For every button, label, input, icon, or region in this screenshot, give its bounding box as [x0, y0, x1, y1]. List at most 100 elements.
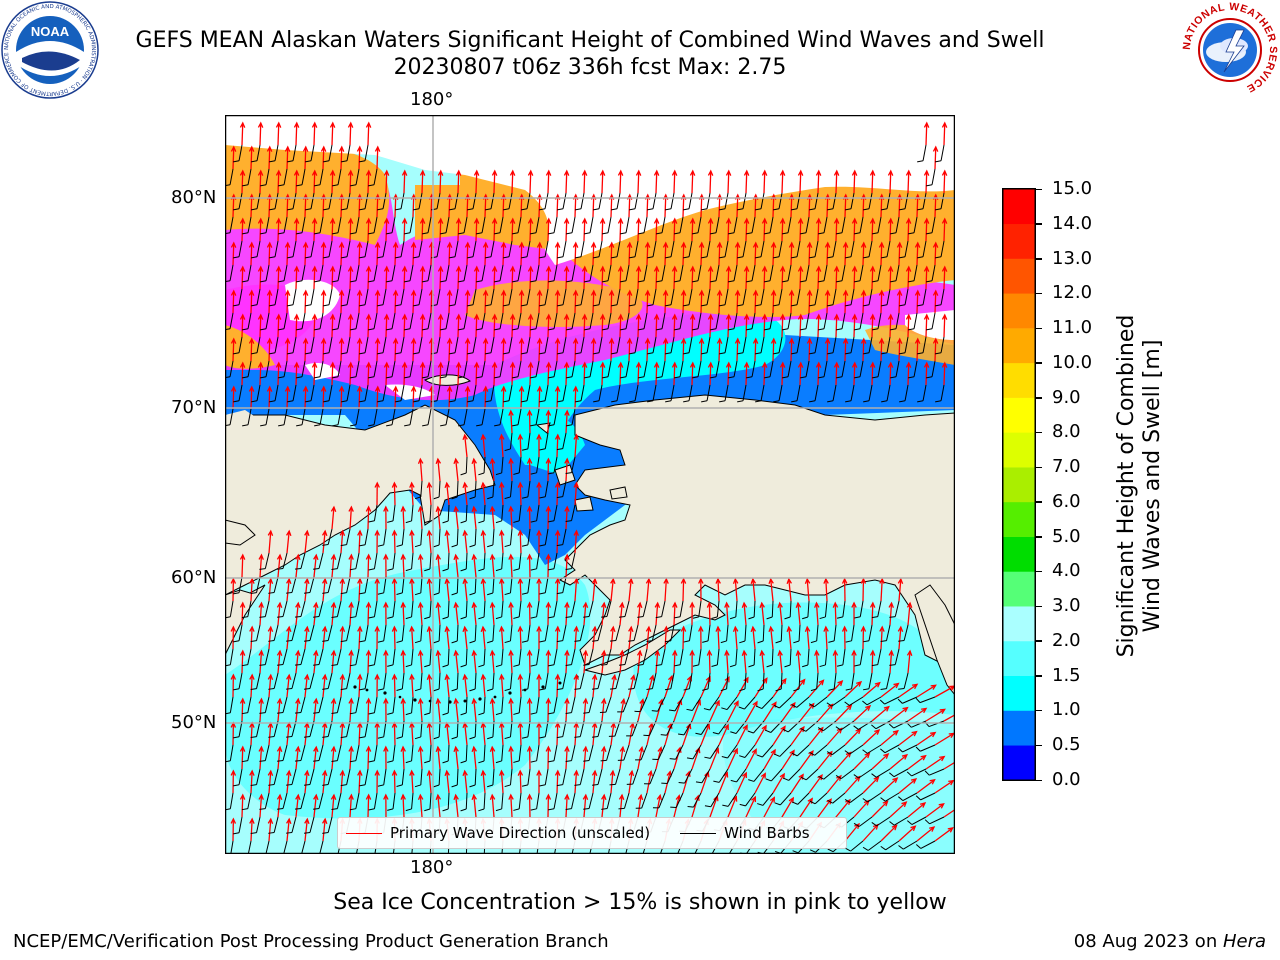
wave-arrow	[599, 313, 606, 338]
wind-barb	[738, 696, 756, 710]
wave-arrow	[727, 700, 739, 722]
wind-barb	[530, 696, 540, 715]
wave-arrow	[752, 289, 759, 314]
wind-barb	[387, 600, 396, 619]
wave-arrow	[916, 778, 936, 794]
wave-arrow	[509, 265, 516, 290]
wind-barb	[719, 336, 729, 355]
wind-barb	[233, 672, 243, 691]
wave-arrow	[455, 217, 462, 242]
wave-arrow	[257, 217, 264, 242]
wave-arrow	[276, 553, 283, 578]
wind-barb	[880, 672, 891, 691]
wind-barb	[494, 312, 504, 331]
wave-arrow	[815, 361, 822, 386]
wave-arrow	[499, 481, 505, 506]
wave-arrow	[619, 601, 625, 626]
wave-arrow	[409, 625, 415, 650]
wind-barb	[737, 336, 747, 355]
wave-arrow	[383, 265, 390, 290]
wind-barb	[935, 336, 945, 355]
wind-barb	[259, 648, 270, 666]
wind-barb	[341, 192, 351, 211]
wind-barb	[565, 744, 576, 763]
wave-arrow	[293, 313, 300, 338]
wind-barb	[323, 192, 333, 211]
wave-arrow	[275, 217, 282, 242]
wind-barb	[863, 240, 873, 259]
wave-arrow	[400, 553, 406, 578]
wave-arrow	[618, 793, 625, 818]
wave-arrow	[473, 169, 480, 194]
wave-arrow	[581, 361, 588, 386]
wave-arrow	[480, 769, 487, 794]
colorbar-segment	[1003, 467, 1035, 503]
wave-arrow	[419, 169, 426, 194]
wind-barb	[405, 600, 414, 620]
wind-barb	[548, 408, 558, 427]
wind-barb	[890, 264, 900, 283]
wave-arrow	[734, 289, 741, 314]
wave-arrow	[509, 313, 516, 338]
wave-arrow	[239, 745, 246, 770]
wave-arrow	[499, 625, 505, 650]
wind-barb	[862, 696, 882, 706]
wind-barb	[386, 216, 396, 235]
wave-arrow	[383, 697, 389, 722]
wave-arrow	[573, 529, 579, 554]
wind-barb	[322, 672, 333, 690]
wave-arrow	[835, 798, 851, 818]
wind-barb	[368, 744, 378, 763]
wind-barb	[331, 696, 342, 714]
wind-barb	[331, 600, 342, 618]
wind-barb	[277, 744, 288, 762]
wind-barb	[539, 240, 549, 259]
wind-barb	[836, 312, 846, 331]
wind-barb	[359, 192, 369, 211]
wave-arrow	[338, 241, 345, 266]
wave-arrow	[230, 769, 237, 794]
wind-barb	[467, 240, 477, 259]
wind-barb	[574, 624, 585, 642]
wave-arrow	[248, 289, 255, 314]
wave-arrow	[437, 265, 444, 290]
wave-arrow	[276, 601, 283, 626]
wind-barb	[242, 360, 252, 379]
wind-barb	[917, 288, 927, 307]
wave-arrow	[526, 793, 533, 818]
wave-arrow	[851, 313, 858, 338]
wind-barb	[404, 216, 414, 235]
wind-barb	[449, 192, 459, 211]
wind-barb	[287, 288, 297, 307]
wave-arrow	[383, 553, 389, 578]
wind-barb	[251, 192, 261, 211]
wave-arrow	[527, 217, 534, 242]
wave-arrow	[718, 723, 729, 746]
wave-arrow	[635, 169, 642, 194]
wave-arrow	[230, 385, 237, 410]
wave-arrow	[750, 577, 757, 602]
colorbar-tick-mark	[1036, 223, 1042, 225]
wind-barb	[387, 504, 396, 523]
wind-barb	[451, 672, 459, 692]
wave-arrow	[725, 169, 732, 194]
wind-barb	[359, 288, 369, 307]
wave-arrow	[745, 795, 757, 818]
wave-arrow	[637, 745, 644, 770]
wind-barb	[692, 648, 702, 667]
wind-barb	[504, 672, 513, 692]
wind-barb	[431, 336, 441, 355]
wave-arrow	[455, 361, 462, 386]
wave-arrow	[832, 649, 839, 674]
wind-barb	[251, 240, 261, 259]
wind-barb	[775, 672, 783, 692]
wind-barb	[451, 528, 459, 548]
wave-arrow	[348, 553, 354, 578]
wind-barb	[495, 648, 504, 668]
wind-barb	[828, 624, 837, 643]
wave-arrow	[761, 313, 768, 338]
wave-arrow	[554, 529, 561, 554]
wind-barb	[513, 744, 522, 763]
wave-arrow	[545, 265, 552, 290]
wave-arrow	[932, 241, 939, 266]
